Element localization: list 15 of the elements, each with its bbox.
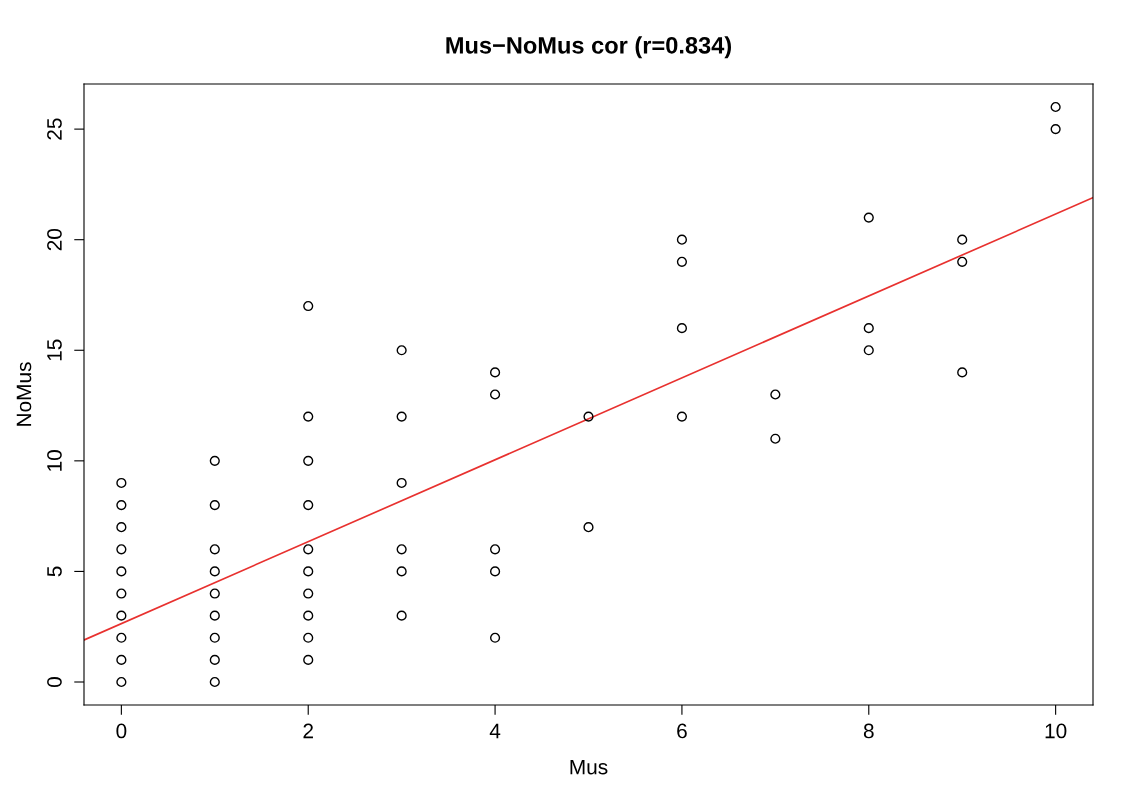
y-tick-label: 5 [47,566,62,577]
y-tick-label: 15 [47,339,62,361]
y-tick-label: 25 [47,118,62,140]
chart-title: Mus−NoMus cor (r=0.834) [446,36,732,59]
y-tick-label: 20 [47,228,62,251]
x-tick-label: 10 [1045,723,1067,739]
x-tick-label: 6 [677,723,687,739]
x-tick-label: 2 [303,723,313,739]
x-tick-label: 4 [489,723,501,739]
y-tick-label: 0 [47,677,62,687]
x-tick-label: 0 [116,723,127,739]
x-tick-label: 8 [863,723,874,739]
x-axis-title: Mus [570,759,608,775]
y-tick-label: 10 [47,450,62,471]
y-axis-title: NoMus [16,362,32,426]
